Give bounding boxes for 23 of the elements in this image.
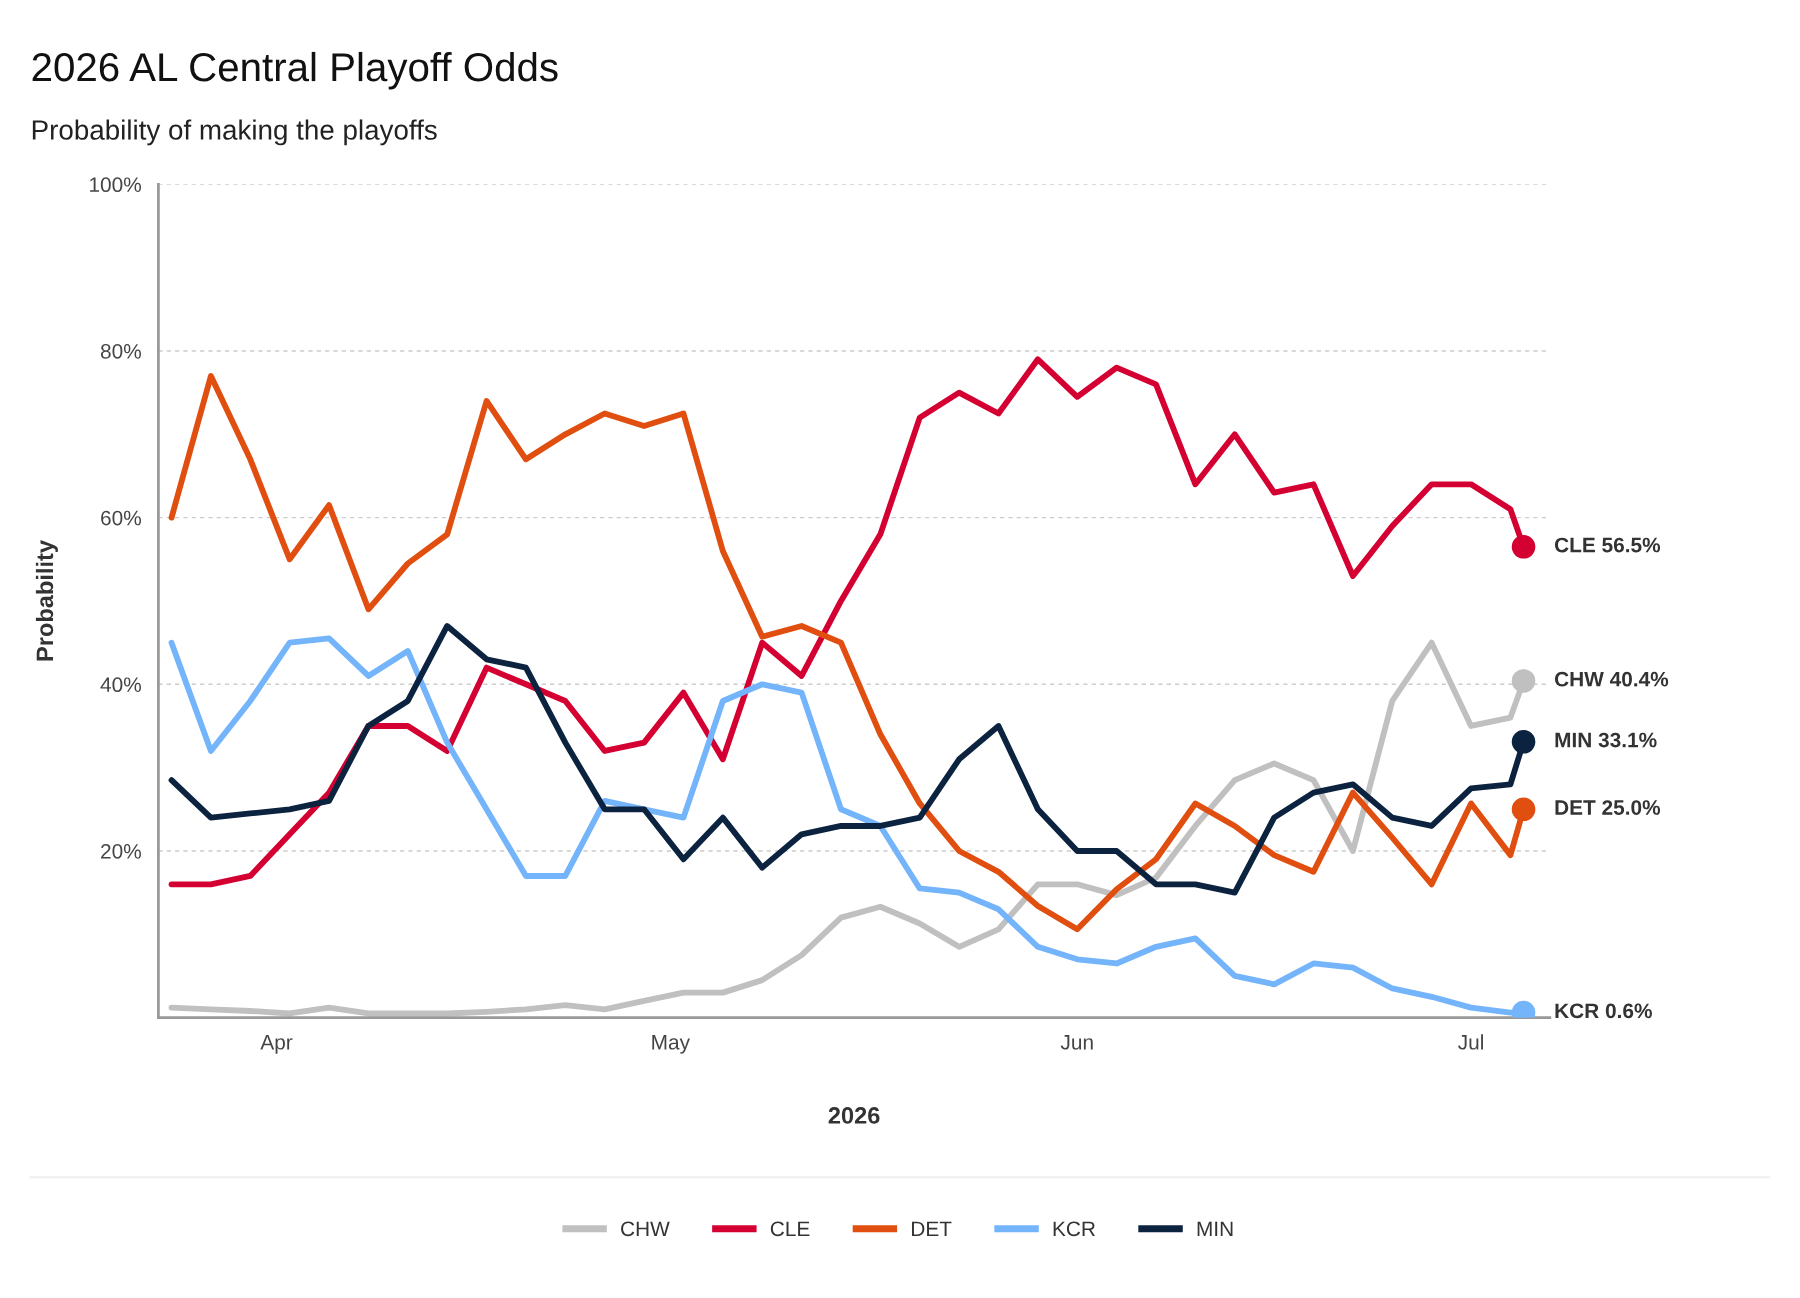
legend-label: CHW [621,1221,670,1237]
chart-title: 2026 AL Central Playoff Odds [32,51,558,90]
x-tick-label: Jun [1060,1035,1093,1050]
y-tick-label: 100% [90,177,141,193]
annotation: MIN 33.1% [1555,732,1657,748]
y-axis-title: Probability [35,540,58,661]
x-tick-label: Jul [1458,1034,1483,1050]
legend-label: CLE [770,1221,810,1237]
y-tick-label: 80% [100,343,141,359]
annotation: DET 25.0% [1555,800,1661,815]
y-tick-label: 40% [100,677,141,693]
x-tick-label: May [652,1035,690,1054]
legend-label: KCR [1053,1221,1095,1237]
legend-label: MIN [1197,1221,1233,1236]
annotation: CLE 56.5% [1554,537,1661,553]
annotation: KCR 0.6% [1555,1003,1652,1019]
x-axis-title: 2026 [828,1107,880,1124]
y-tick-label: 60% [101,510,141,526]
legend-label: DET [912,1221,952,1236]
y-tick-label: 20% [101,843,141,859]
annotation: CHW 40.4% [1554,671,1669,687]
x-tick-label: Apr [260,1035,293,1054]
chart-subtitle: Probability of making the playoffs [32,119,437,146]
